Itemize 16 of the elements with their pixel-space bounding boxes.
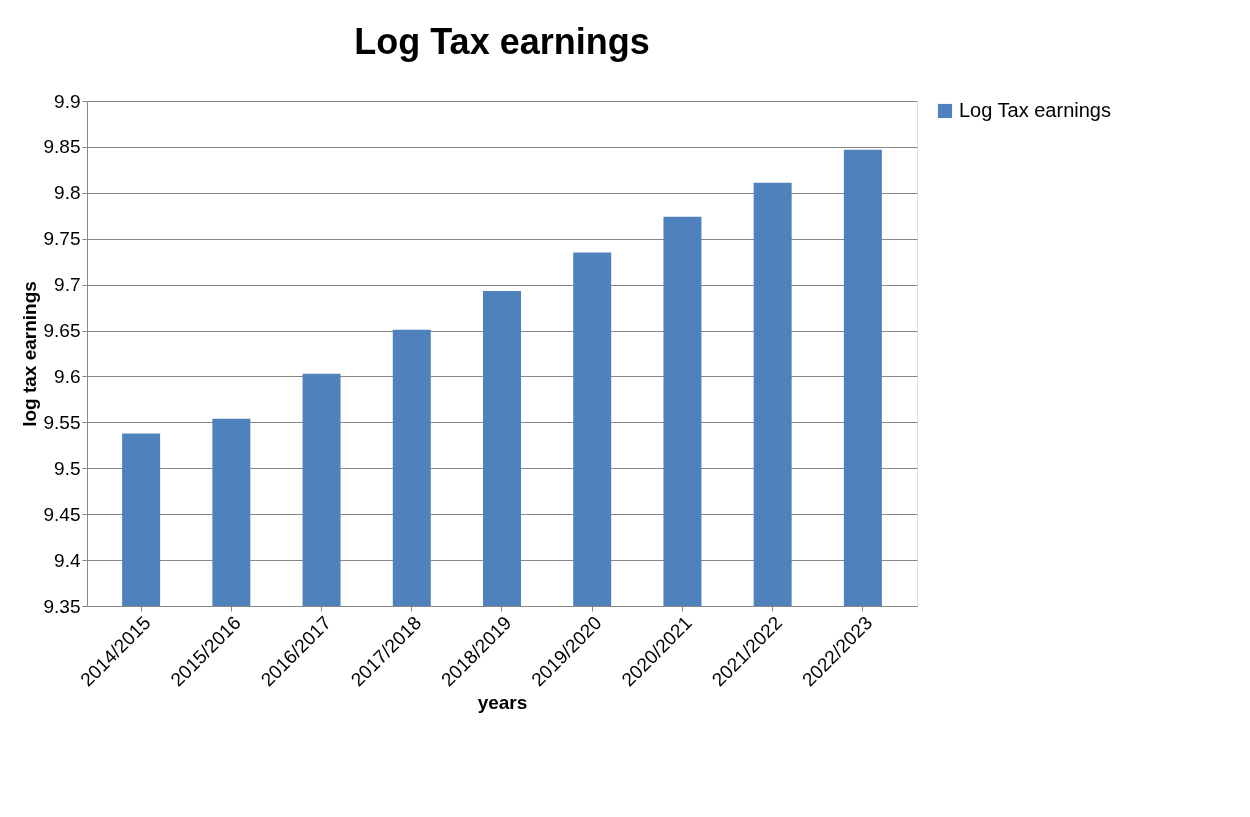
x-axis-title: years [477, 692, 528, 714]
y-tick-label: 9.5 [54, 457, 81, 479]
y-tick-label: 9.6 [54, 365, 81, 387]
y-tick-label: 9.45 [43, 503, 81, 525]
y-tick-label: 9.75 [43, 228, 81, 250]
y-tick-label: 9.65 [43, 320, 81, 342]
y-tick-label: 9.85 [43, 136, 81, 158]
y-tick-label: 9.8 [54, 182, 81, 204]
y-tick-label: 9.9 [54, 90, 81, 112]
y-axis-title: log tax earnings [18, 281, 40, 427]
legend-label: Log Tax earnings [959, 99, 1111, 121]
y-tick-label: 9.55 [43, 411, 81, 433]
y-tick-label: 9.35 [43, 595, 81, 617]
y-tick-label: 9.4 [54, 549, 81, 571]
y-tick-label: 9.7 [54, 274, 81, 296]
chart-title: Log Tax earnings [354, 21, 650, 62]
